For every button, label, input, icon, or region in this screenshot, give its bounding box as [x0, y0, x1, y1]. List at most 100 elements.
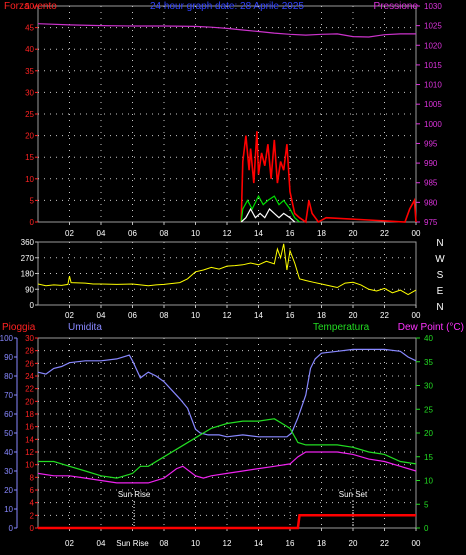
wind-pressure-xtick-label: 10: [191, 229, 200, 238]
rain-ytick-label: 0: [30, 524, 35, 533]
wind-pressure-xtick-label: 14: [254, 229, 263, 238]
temp-humidity-xtick-label: Sun Rise: [116, 539, 149, 548]
temp-ytick-label: 25: [424, 405, 433, 414]
temp-ytick-label: 0: [424, 524, 429, 533]
compass-label-n: N: [436, 302, 443, 313]
wind-ytick-label: 45: [25, 24, 34, 33]
wind-pressure-xtick-label: 22: [380, 229, 389, 238]
rain-ytick-label: 20: [25, 397, 34, 406]
wind-ytick-label: 35: [25, 67, 34, 76]
wind-pressure-xtick-label: 12: [223, 229, 232, 238]
temp-ytick-label: 40: [424, 334, 433, 343]
series-wind_gust: [240, 131, 417, 224]
rain-axis-label: Pioggia: [2, 322, 36, 333]
temp-humidity-xtick-label: 14: [254, 539, 263, 548]
direction-ytick-label: 90: [25, 285, 34, 294]
wind-ytick-label: 40: [25, 45, 34, 54]
humidity-ytick-label: 40: [4, 448, 13, 457]
humidity-ytick-label: 20: [4, 486, 13, 495]
series-temperatura: [38, 418, 417, 479]
compass-label-s: S: [437, 270, 444, 281]
humidity-ytick-label: 30: [4, 467, 13, 476]
wind-direction-xtick-label: 14: [254, 311, 263, 320]
series-wind-direction: [37, 243, 417, 296]
wind-ytick-label: 25: [25, 110, 34, 119]
humidity-ytick-label: 0: [9, 524, 14, 533]
humidity-ytick-label: 10: [4, 505, 13, 514]
wind-pressure-xtick-label: 18: [317, 229, 326, 238]
annotation-sun-rise: Sun Rise: [118, 490, 151, 499]
pressure-ytick-label: 985: [424, 179, 438, 188]
compass-label-w: W: [435, 254, 445, 265]
temp-ytick-label: 15: [424, 453, 433, 462]
series-wind_min: [240, 207, 296, 223]
wind-pressure-xtick-label: 08: [160, 229, 169, 238]
wind-axis-label: Forza vento: [4, 1, 57, 12]
rain-ytick-label: 18: [25, 410, 34, 419]
direction-ytick-label: 270: [21, 254, 35, 263]
rain-ytick-label: 14: [25, 435, 34, 444]
temp-humidity-xtick-label: 02: [65, 539, 74, 548]
humidity-ytick-label: 100: [0, 334, 14, 343]
wind-pressure-xtick-label: 04: [97, 229, 106, 238]
wind-ytick-label: 20: [25, 132, 34, 141]
temp-ytick-label: 30: [424, 382, 433, 391]
rain-ytick-label: 2: [30, 511, 35, 520]
temp-humidity-chart: Pioggia Umidita Temperatura Dew Point (°…: [0, 322, 464, 548]
wind-direction-xtick-label: 16: [286, 311, 295, 320]
wind-ytick-label: 10: [25, 175, 34, 184]
humidity-ytick-label: 80: [4, 372, 13, 381]
temp-ytick-label: 5: [424, 500, 429, 509]
temp-ytick-label: 20: [424, 429, 433, 438]
rain-ytick-label: 10: [25, 461, 34, 470]
direction-ytick-label: 0: [30, 301, 35, 310]
series-wind_avg: [240, 194, 300, 223]
rain-ytick-label: 22: [25, 385, 34, 394]
wind-ytick-label: 15: [25, 153, 34, 162]
rain-ytick-label: 24: [25, 372, 34, 381]
wind-ytick-label: 0: [30, 218, 35, 227]
series-pressione: [37, 23, 416, 38]
wind-direction-xtick-label: 20: [349, 311, 358, 320]
rain-ytick-label: 8: [30, 473, 35, 482]
pressure-axis-label: Pressione: [374, 1, 419, 12]
temp-humidity-xtick-label: 20: [349, 539, 358, 548]
pressure-ytick-label: 980: [424, 198, 438, 207]
wind-direction-xtick-label: 08: [160, 311, 169, 320]
temp-humidity-xtick-label: 16: [286, 539, 295, 548]
wind-pressure-xtick-label: 20: [349, 229, 358, 238]
temp-ytick-label: 10: [424, 477, 433, 486]
rain-ytick-label: 30: [25, 334, 34, 343]
temp-humidity-xtick-label: 22: [380, 539, 389, 548]
pressure-ytick-label: 1020: [424, 41, 442, 50]
temp-humidity-xtick-label: 04: [97, 539, 106, 548]
temp-humidity-xtick-label: 18: [317, 539, 326, 548]
compass-label-e: E: [437, 286, 444, 297]
wind-ytick-label: 30: [25, 88, 34, 97]
rain-ytick-label: 28: [25, 347, 34, 356]
pressure-ytick-label: 1025: [424, 22, 442, 31]
rain-ytick-label: 4: [30, 499, 35, 508]
wind-direction-xtick-label: 00: [412, 311, 421, 320]
pressure-ytick-label: 1015: [424, 61, 442, 70]
wind-direction-xtick-label: 10: [191, 311, 200, 320]
pressure-ytick-label: 1010: [424, 81, 442, 90]
wind-ytick-label: 5: [30, 196, 35, 205]
series-dew-point-c-: [37, 451, 417, 484]
wind-direction-xtick-label: 02: [65, 311, 74, 320]
temp-ytick-label: 35: [424, 358, 433, 367]
wind-pressure-xtick-label: 16: [286, 229, 295, 238]
pressure-ytick-label: 1000: [424, 120, 442, 129]
wind-direction-xtick-label: 12: [223, 311, 232, 320]
temp-humidity-xtick-label: 12: [223, 539, 232, 548]
compass-label-n: N: [436, 238, 443, 249]
annotation-sun-set: Sun Set: [339, 490, 368, 499]
humidity-ytick-label: 90: [4, 353, 13, 362]
series-umidita: [37, 348, 417, 438]
series-pioggia: [38, 514, 416, 530]
direction-ytick-label: 360: [21, 238, 35, 247]
wind-ytick-label: 50: [25, 2, 34, 11]
humidity-ytick-label: 70: [4, 391, 13, 400]
